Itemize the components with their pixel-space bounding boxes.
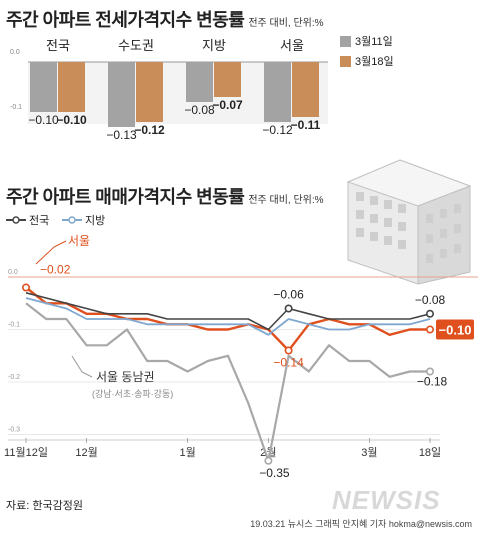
top-bar xyxy=(186,62,213,102)
bottom-y-tick-label: -0.2 xyxy=(8,374,20,381)
top-y-tick-label: -0.1 xyxy=(10,104,22,111)
series-point xyxy=(264,456,273,465)
bottom-chart-title: 주간 아파트 매매가격지수 변동률 전주 대비, 단위:% xyxy=(6,187,324,207)
top-bar-value-label: −0.12 xyxy=(134,123,165,137)
brand-watermark: NEWSIS xyxy=(332,485,441,515)
series-point xyxy=(425,325,434,334)
legend-label-jeonguk: 전국 xyxy=(29,215,50,227)
building-illustration xyxy=(346,159,472,285)
top-category-label: 수도권 xyxy=(118,38,154,53)
series-value-label: −0.02 xyxy=(40,263,71,277)
bottom-y-tick-label: 0.0 xyxy=(8,269,18,276)
top-bar xyxy=(136,62,163,122)
top-bar-value-label: −0.11 xyxy=(291,118,321,132)
credit-line: 19.03.21 뉴시스 그래픽 안지혜 기자 hokma@newsis.com xyxy=(250,519,472,529)
legend-marker-jibang xyxy=(62,216,82,224)
top-category-label: 전국 xyxy=(46,38,70,53)
series-value-label: −0.14 xyxy=(273,356,304,370)
bottom-x-tick-label: 18일 xyxy=(419,445,441,459)
series-line xyxy=(25,297,431,336)
legend-item-jibang: 지방 xyxy=(62,212,105,228)
top-y-tick-label: 0.0 xyxy=(10,49,20,56)
source-label: 자료: 한국감정원 xyxy=(6,500,83,512)
annotation-gangnam-sub: (강남·서초·송파·강동) xyxy=(92,389,173,399)
series-point xyxy=(284,304,293,313)
top-bar xyxy=(292,62,319,117)
top-bar xyxy=(264,62,291,122)
series-point xyxy=(425,309,434,318)
series-point xyxy=(284,346,293,355)
series-value-label: −0.18 xyxy=(417,375,448,389)
top-category-label: 서울 xyxy=(280,38,304,53)
top-bar-value-label: −0.12 xyxy=(262,123,293,137)
annotation-gangnam-leader xyxy=(71,355,93,378)
legend-item-jeonguk: 전국 xyxy=(6,212,49,228)
bottom-y-tick-label: -0.1 xyxy=(8,322,20,329)
series-line xyxy=(25,302,430,462)
annotation-seoul: 서울 xyxy=(68,234,90,248)
legend-swatch-march11 xyxy=(340,35,351,47)
top-bar xyxy=(214,62,241,97)
top-bar xyxy=(108,62,135,127)
series-value-label: −0.35 xyxy=(259,466,290,480)
annotation-gangnam: 서울 동남권 xyxy=(96,370,155,384)
legend-item-march11: 3월11일 xyxy=(340,33,393,49)
top-bar-value-label: −0.10 xyxy=(56,113,87,127)
top-bar-value-label: −0.07 xyxy=(212,98,243,112)
series-point xyxy=(21,283,30,292)
series-point xyxy=(425,367,434,376)
series-line xyxy=(25,292,431,331)
legend-item-march18: 3월18일 xyxy=(340,53,394,69)
legend-label-march11: 3월11일 xyxy=(355,36,393,48)
legend-marker-jeonguk xyxy=(6,216,26,224)
series-line xyxy=(25,286,430,352)
bottom-x-tick-label: 12월 xyxy=(75,446,97,459)
top-bar xyxy=(58,62,85,112)
series-value-label: −0.08 xyxy=(415,293,446,307)
top-bar xyxy=(30,62,57,112)
top-category-label: 지방 xyxy=(202,38,226,53)
top-bar-value-label: −0.13 xyxy=(106,128,137,142)
top-bar-value-label: −0.10 xyxy=(28,113,59,127)
annotation-seoul-leader xyxy=(35,240,67,265)
top-bar-chart: 0.0-0.1전국−0.10−0.10수도권−0.13−0.12지방−0.08−… xyxy=(10,38,328,142)
bottom-chart-note: 전주 대비, 단위:% xyxy=(248,195,324,206)
legend-label-jibang: 지방 xyxy=(85,215,106,227)
bottom-y-tick-label: -0.3 xyxy=(8,427,20,434)
bottom-x-tick-label: 1월 xyxy=(179,446,195,459)
legend-swatch-march18 xyxy=(340,55,351,67)
top-chart-note: 전주 대비, 단위:% xyxy=(248,18,324,29)
bottom-x-tick-label: 3월 xyxy=(361,446,377,459)
top-chart-title: 주간 아파트 전세가격지수 변동률 전주 대비, 단위:% xyxy=(6,10,324,30)
series-value-label: −0.06 xyxy=(273,288,304,302)
highlight-label-box xyxy=(436,319,474,340)
bottom-x-tick-label: 11월12일 xyxy=(4,445,48,459)
series-value-label: −0.10 xyxy=(439,323,472,338)
legend-label-march18: 3월18일 xyxy=(355,56,394,68)
top-bar-value-label: −0.08 xyxy=(184,103,215,117)
